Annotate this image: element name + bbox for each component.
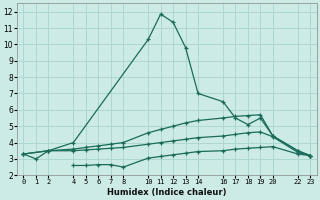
- X-axis label: Humidex (Indice chaleur): Humidex (Indice chaleur): [107, 188, 227, 197]
